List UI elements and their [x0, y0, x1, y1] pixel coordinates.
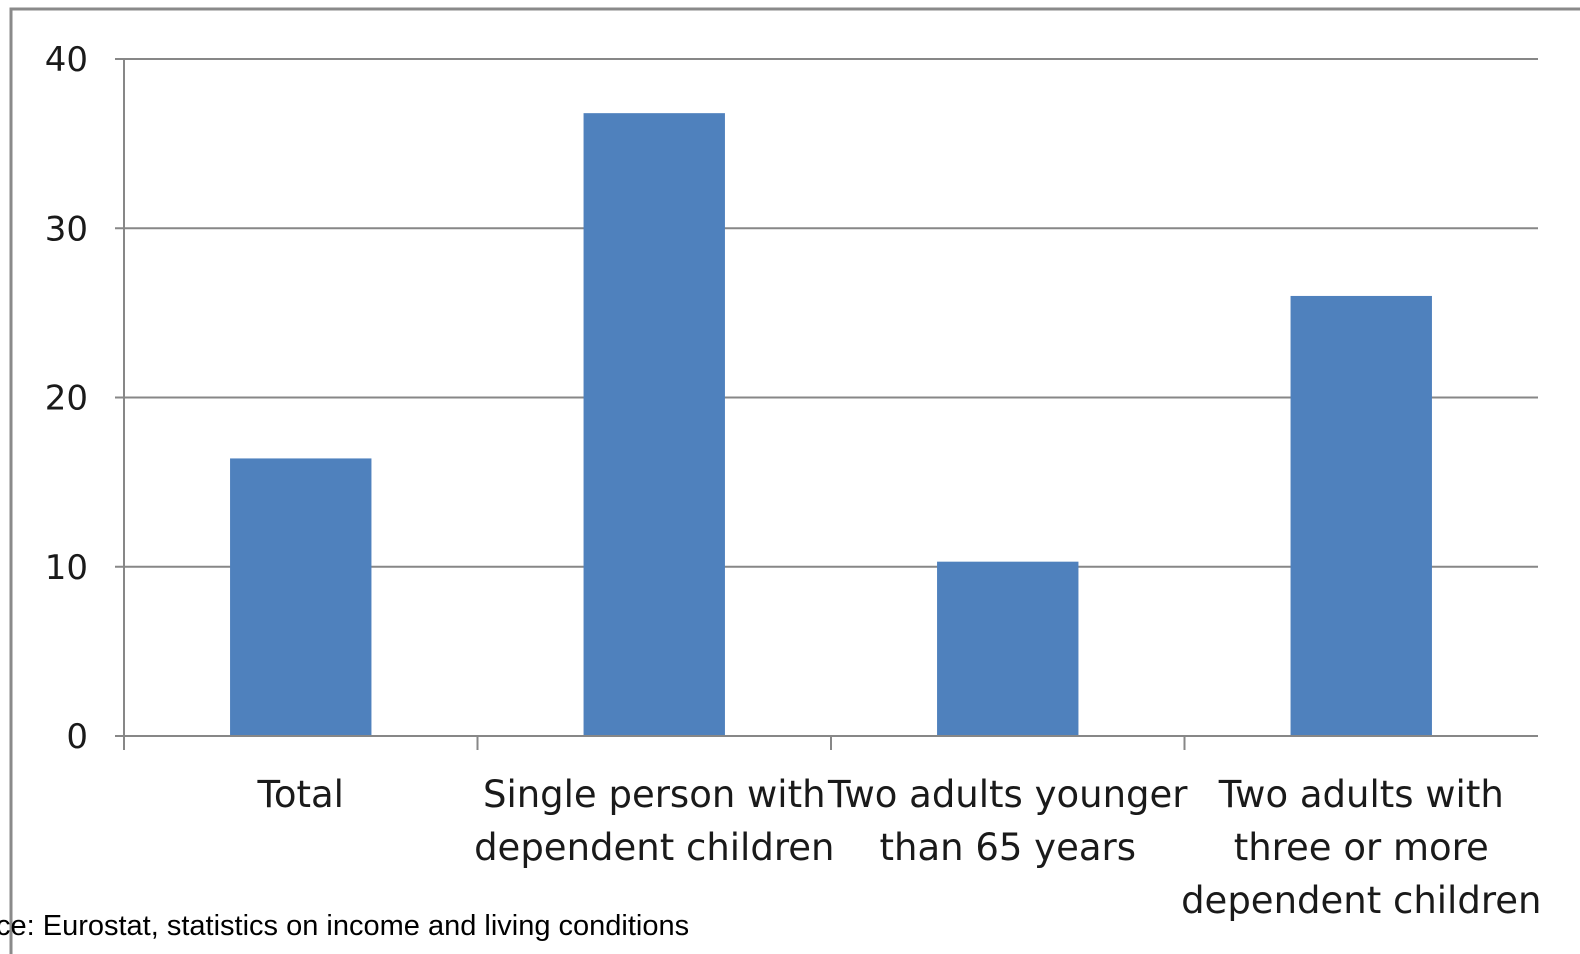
x-tick-label-line: Single person with — [483, 773, 826, 816]
x-tick-label-line: dependent children — [474, 826, 834, 869]
x-tick-label-0: Total — [257, 773, 344, 816]
bars — [230, 113, 1432, 736]
x-tick-label-line: Two adults younger — [827, 773, 1188, 816]
x-tick-label-1: Single person with dependent children — [474, 773, 834, 869]
bar-0 — [230, 458, 372, 736]
x-tick-label-line: Total — [257, 773, 344, 816]
y-tick-label-20: 20 — [45, 379, 88, 419]
x-tick-label-line: three or more — [1234, 826, 1489, 869]
y-tick-labels: 0 10 20 30 40 — [45, 40, 88, 757]
x-tick-label-2: Two adults younger than 65 years — [827, 773, 1188, 869]
axes — [115, 58, 1538, 750]
bar-3 — [1290, 295, 1432, 736]
x-tick-label-line: than 65 years — [879, 826, 1136, 869]
x-tick-labels: Total Single person with dependent childre… — [257, 773, 1542, 922]
bar-1 — [583, 113, 725, 736]
x-tick-label-line: dependent children — [1181, 879, 1541, 922]
y-tick-label-30: 30 — [45, 209, 88, 249]
y-tick-label-40: 40 — [45, 40, 88, 80]
x-tick-label-line: Two adults with — [1218, 773, 1504, 816]
bar-2 — [937, 561, 1079, 736]
source-caption: ce: Eurostat, statistics on income and l… — [0, 910, 689, 942]
y-tick-label-0: 0 — [66, 717, 88, 757]
y-tick-label-10: 10 — [45, 548, 88, 588]
x-tick-label-3: Two adults with three or more dependent ch… — [1181, 773, 1541, 922]
